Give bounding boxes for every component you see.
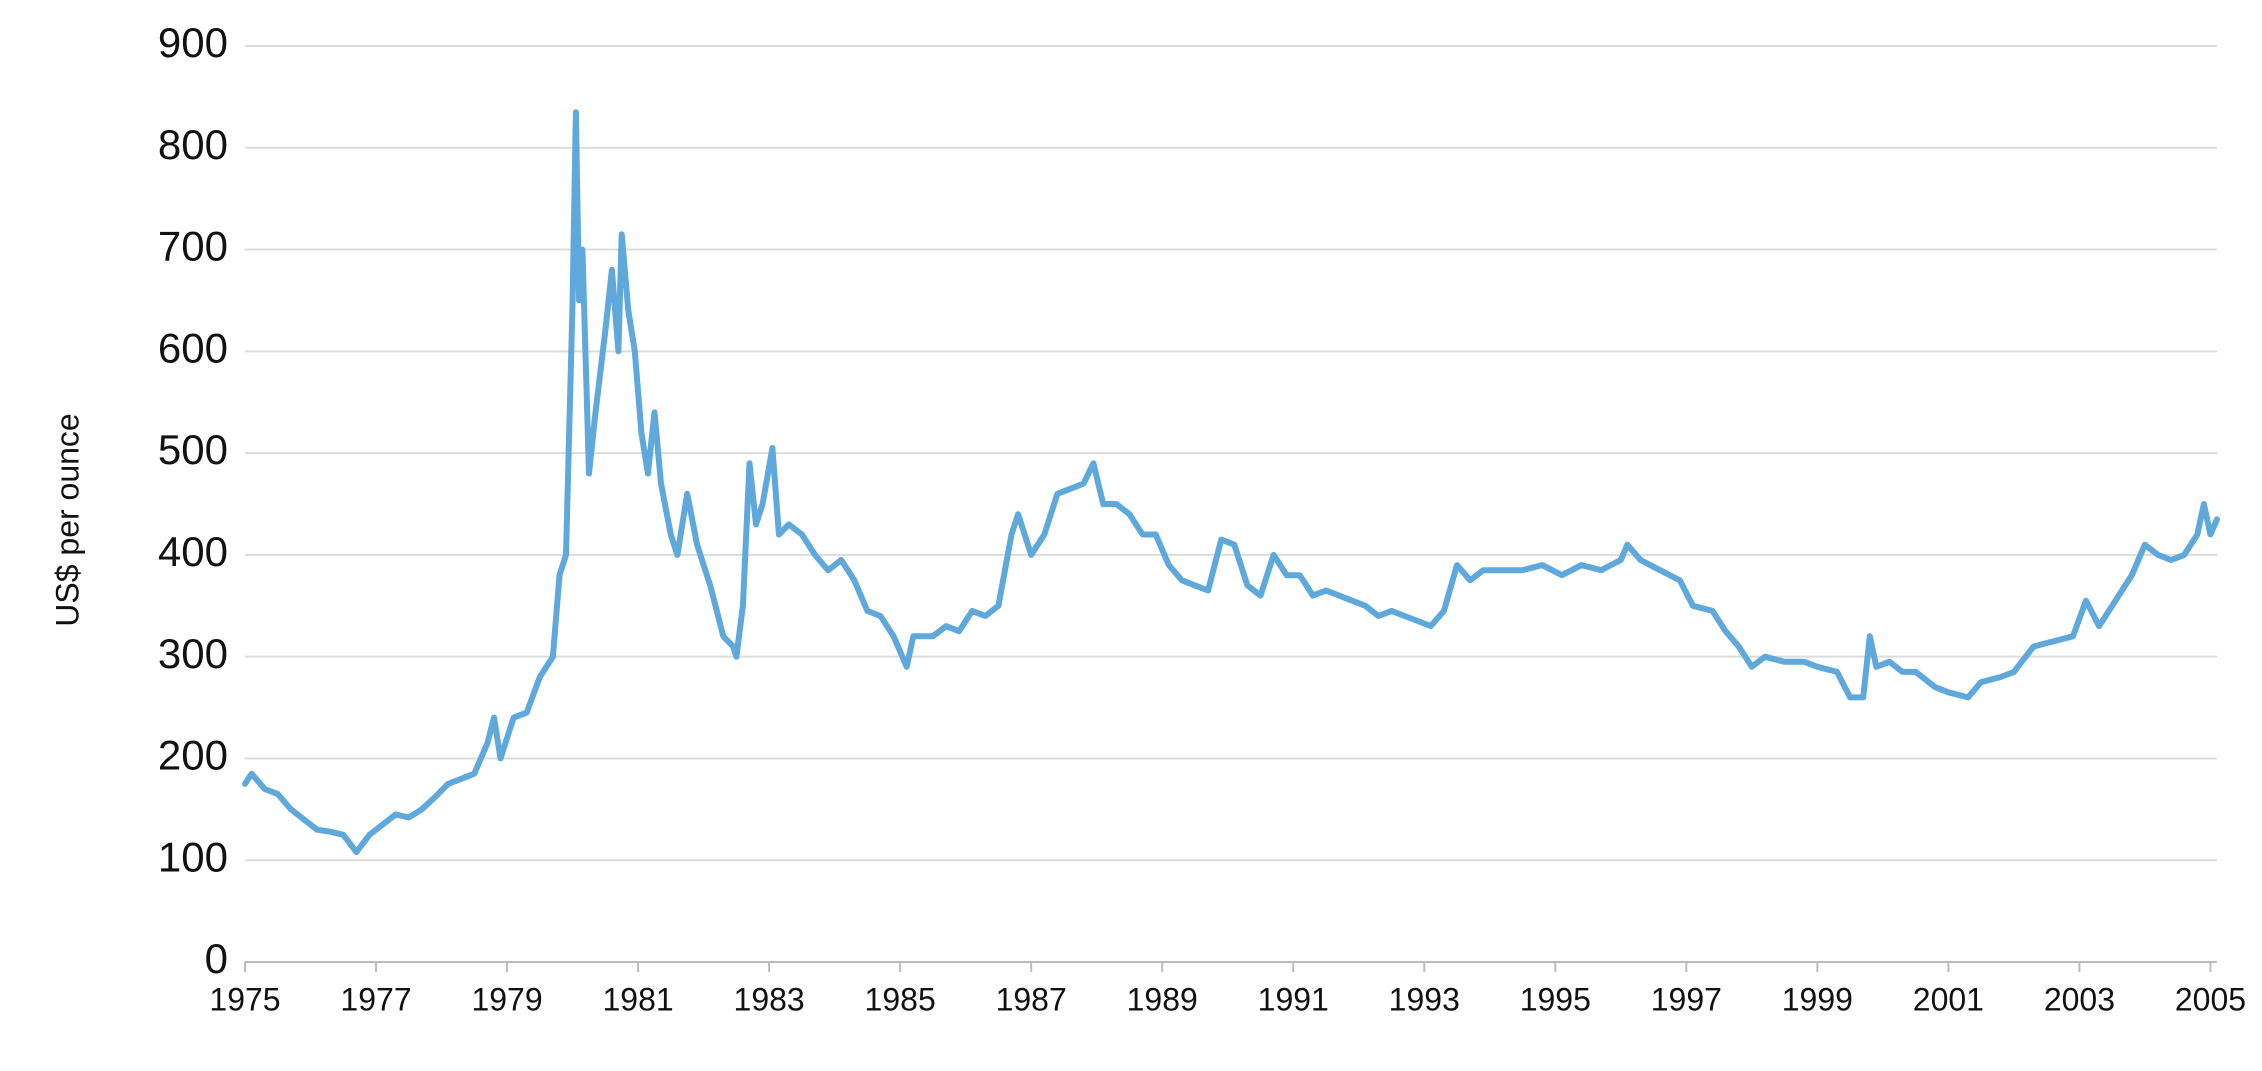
data-line (242, 109, 2220, 856)
y-tick-label: 400 (158, 528, 228, 575)
x-tick-label: 1997 (1651, 981, 1722, 1017)
x-tick-label: 1983 (734, 981, 805, 1017)
x-tick-label: 1987 (996, 981, 1067, 1017)
x-tick-label: 1989 (1127, 981, 1198, 1017)
y-axis-label: US$ per ounce (49, 413, 85, 626)
y-tick-label: 500 (158, 426, 228, 473)
y-tick-label: 600 (158, 324, 228, 371)
x-tick-label: 1981 (602, 981, 673, 1017)
x-tick-label: 2005 (2175, 981, 2246, 1017)
y-tick-label: 900 (158, 19, 228, 66)
x-tick-label: 2001 (1913, 981, 1984, 1017)
y-tick-label: 200 (158, 732, 228, 779)
y-tick-label: 300 (158, 630, 228, 677)
x-tick-label: 1975 (209, 981, 280, 1017)
x-tick-label: 1991 (1258, 981, 1329, 1017)
y-tick-label: 0 (205, 935, 228, 982)
x-tick-label: 1977 (340, 981, 411, 1017)
y-tick-label: 100 (158, 833, 228, 880)
x-tick-label: 1979 (471, 981, 542, 1017)
x-tick-label: 1999 (1782, 981, 1853, 1017)
y-tick-label: 700 (158, 223, 228, 270)
x-tick-label: 1985 (865, 981, 936, 1017)
y-tick-label: 800 (158, 121, 228, 168)
x-tick-label: 1993 (1389, 981, 1460, 1017)
x-tick-label: 2003 (2044, 981, 2115, 1017)
x-tick-label: 1995 (1520, 981, 1591, 1017)
